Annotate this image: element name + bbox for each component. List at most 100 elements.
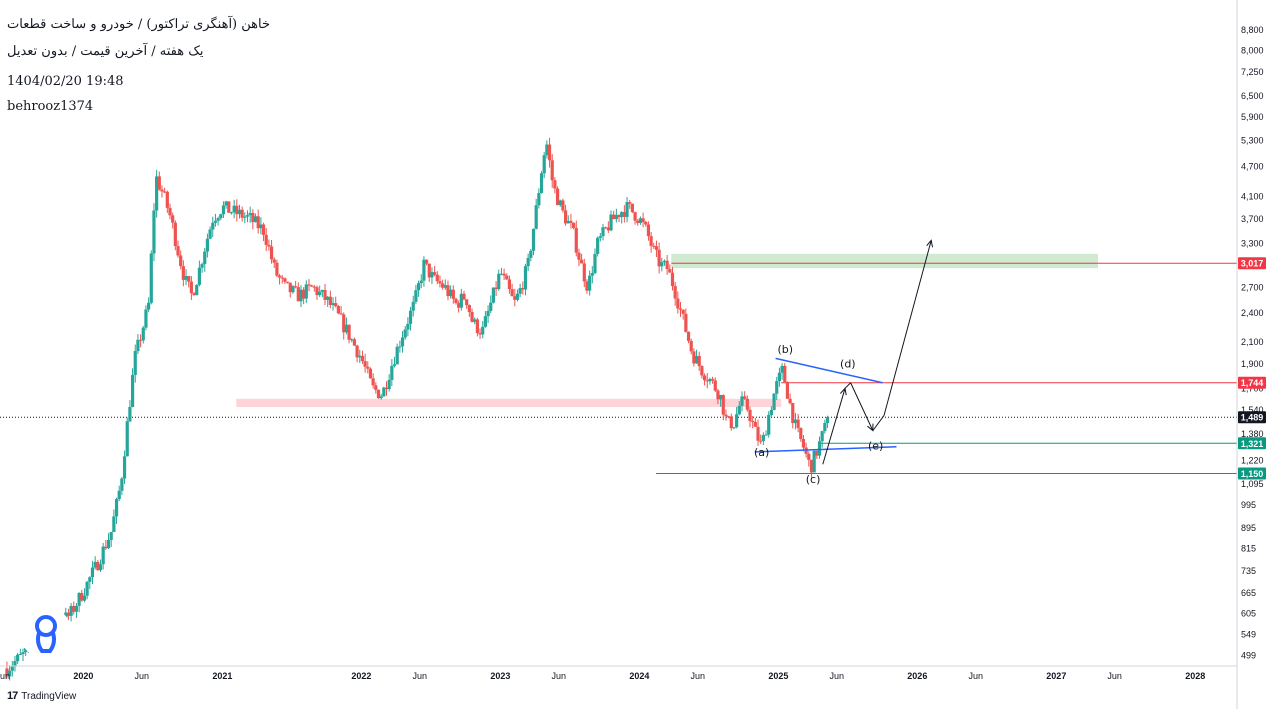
candle-body	[756, 426, 760, 441]
candle-body	[216, 218, 220, 221]
tradingview-brand[interactable]: 17 TradingView	[7, 690, 76, 702]
candle-body	[796, 419, 800, 428]
time-tick-label: 2025	[768, 671, 788, 681]
candle-body	[470, 311, 474, 322]
price-tick-label: 1,380	[1241, 429, 1264, 439]
candle-body	[168, 207, 172, 216]
support-zone	[236, 398, 782, 408]
time-tick-label: 2021	[212, 671, 232, 681]
candle-body	[638, 218, 643, 223]
candle-body	[304, 284, 308, 299]
candle-body	[392, 364, 397, 366]
candle-body	[358, 355, 362, 358]
interval-line: یک هفته / آخرین قیمت / بدون تعدیل	[7, 44, 204, 59]
candle-body	[160, 189, 164, 192]
candle-body	[141, 327, 145, 341]
candle-body	[130, 374, 135, 407]
price-tick-label: 6,500	[1241, 91, 1264, 101]
candle-body	[593, 253, 597, 274]
candle-body	[817, 441, 822, 456]
candle-body	[499, 273, 504, 275]
candle-body	[227, 201, 231, 213]
candle-body	[775, 381, 779, 394]
candle-body	[777, 372, 782, 382]
candle-body	[620, 212, 624, 218]
candle-body	[398, 346, 402, 348]
price-label: 1,744	[1241, 378, 1264, 388]
candle-body	[630, 203, 634, 213]
candle-body	[809, 459, 814, 473]
candle-body	[686, 331, 691, 341]
candle-body	[740, 396, 744, 406]
price-label: 1,150	[1241, 469, 1264, 479]
candle-body	[374, 385, 378, 390]
candle-body	[451, 289, 455, 299]
candle-body	[606, 227, 610, 231]
candle-body	[791, 403, 795, 424]
candle-body	[66, 612, 71, 616]
price-tick-label: 5,300	[1241, 135, 1264, 145]
candle-body	[125, 421, 129, 457]
time-axis[interactable]: Jun 2020 Jun 2021 2022 Jun 2023 Jun 2024 Jun 2025 J…	[0, 671, 1205, 681]
triangle-boundary-line	[754, 446, 897, 453]
candle-body	[256, 216, 260, 229]
candle-body	[582, 263, 586, 282]
projection-arrowhead	[867, 423, 874, 432]
candle-body	[205, 238, 210, 252]
price-label: 3,017	[1241, 259, 1264, 269]
candle-body	[245, 215, 250, 217]
candle-body	[628, 202, 632, 204]
candle-body	[753, 421, 757, 427]
candle-body	[323, 289, 327, 300]
time-tick-label: 2027	[1046, 671, 1066, 681]
candle-body	[98, 564, 103, 571]
candle-body	[780, 365, 784, 373]
candle-body	[408, 310, 413, 324]
candle-body	[788, 398, 792, 404]
price-axis[interactable]: 4995496056657358158959951,0951,2201,3801…	[1241, 25, 1264, 661]
candle-body	[558, 200, 562, 206]
candle-body	[449, 289, 453, 297]
price-label-box	[1238, 257, 1266, 270]
candle-body	[248, 212, 252, 216]
candle-body	[88, 577, 92, 582]
candle-body	[654, 246, 659, 250]
time-tick-label: 2024	[629, 671, 649, 681]
candle-body	[823, 422, 827, 432]
candle-body	[240, 209, 244, 218]
author-line: behrooz1374	[7, 99, 94, 114]
candle-body	[331, 303, 335, 305]
candle-body	[769, 410, 773, 415]
projection-segment	[850, 382, 874, 431]
candle-body	[825, 417, 830, 423]
candle-body	[72, 605, 76, 612]
candle-body	[545, 144, 549, 156]
candle-body	[21, 652, 25, 655]
candle-body	[729, 416, 733, 429]
candle-body	[253, 216, 258, 223]
tradingview-label: TradingView	[21, 690, 77, 702]
candle-body	[446, 285, 450, 297]
candle-body	[577, 252, 581, 260]
price-tick-label: 7,250	[1241, 67, 1264, 77]
candle-body	[507, 279, 512, 290]
candle-body	[505, 275, 509, 280]
triangle-boundary-line	[775, 357, 883, 384]
candle-body	[684, 313, 688, 332]
candle-body	[580, 259, 584, 264]
candle-body	[376, 389, 381, 399]
candle-body	[173, 222, 177, 247]
candle-body	[563, 210, 568, 224]
candle-body	[807, 453, 811, 460]
candle-body	[692, 351, 696, 364]
candle-body	[136, 339, 140, 352]
candle-body	[751, 421, 755, 423]
candle-body	[737, 405, 741, 415]
time-tick-label: Jun	[829, 671, 844, 681]
time-tick-label: 2026	[907, 671, 927, 681]
candle-body	[588, 275, 592, 291]
time-tick-label: 2028	[1185, 671, 1205, 681]
time-tick-label: Jun	[135, 671, 150, 681]
candle-body	[465, 299, 469, 306]
